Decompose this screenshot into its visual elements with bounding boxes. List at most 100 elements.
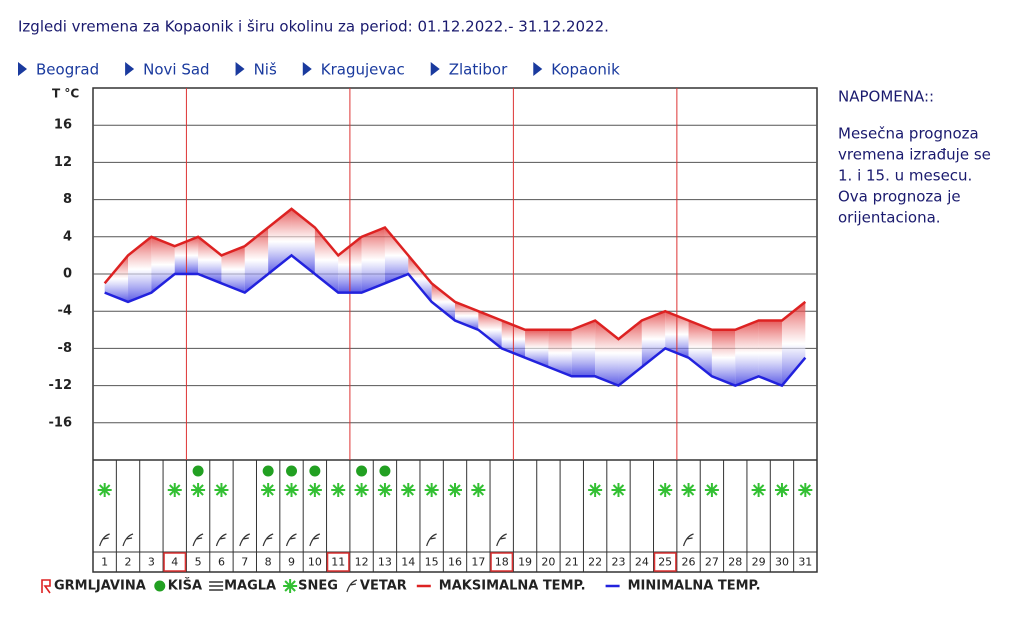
icon-part (402, 484, 414, 496)
nav-link[interactable]: Novi Sad (125, 61, 210, 79)
nav-bar: Beograd Novi Sad Niš Kragujevac Zlatibor Kopa… (18, 61, 620, 79)
nav-link-text[interactable]: Niš (254, 61, 277, 79)
rain-icon (154, 580, 166, 592)
icon-part (355, 484, 368, 496)
temp-band (244, 227, 269, 293)
x-tick-label: 28 (728, 556, 742, 569)
x-tick-label: 23 (611, 556, 625, 569)
icon-part (356, 465, 368, 477)
icon-part (285, 484, 298, 496)
icon-part (192, 533, 204, 547)
snow-icon (261, 483, 276, 497)
icon-part (192, 465, 204, 477)
y-tick-label: 0 (63, 267, 72, 282)
legend-text: MINIMALNA TEMP. (628, 579, 761, 594)
x-tick-label: 21 (565, 556, 579, 569)
x-tick-label: 2 (125, 556, 132, 569)
nav-link[interactable]: Beograd (18, 61, 99, 79)
x-tick-label: 8 (265, 556, 272, 569)
icon-part (239, 533, 251, 547)
rain-icon (262, 465, 274, 477)
icon-part (169, 484, 181, 496)
temp-band (525, 329, 549, 367)
wind-icon (285, 533, 297, 547)
x-tick-label: 6 (218, 556, 225, 569)
icon-part (284, 580, 296, 592)
snow-icon (191, 483, 206, 497)
nav-arrow (302, 62, 312, 76)
wind-icon (122, 533, 134, 547)
snow-icon (97, 483, 112, 497)
x-tick-label: 22 (588, 556, 602, 569)
wind-icon (239, 533, 251, 547)
icon-part (799, 484, 812, 496)
icon-part (332, 484, 344, 496)
icon-part (682, 533, 694, 547)
temp-band (291, 208, 315, 274)
temp-band (384, 227, 409, 284)
y-tick-label: -16 (49, 415, 73, 430)
marked-day-box (326, 552, 350, 572)
x-tick-label: 9 (288, 556, 295, 569)
nav-link-text[interactable]: Kopaonik (551, 61, 620, 79)
snow-icon (611, 483, 626, 497)
marked-day-box (653, 552, 677, 572)
temp-band (571, 320, 596, 377)
x-tick-label: 11 (331, 556, 345, 569)
snow-icon (798, 483, 813, 497)
icon-part (346, 579, 358, 593)
y-tick-label: 8 (63, 192, 72, 207)
x-tick-label: 26 (682, 556, 696, 569)
temp-band (478, 311, 502, 349)
icon-part (262, 465, 274, 477)
x-tick-label: 15 (425, 556, 439, 569)
snow-icon (214, 483, 229, 497)
y-tick-label: 4 (63, 229, 72, 244)
legend-text: GRMLJAVINA (54, 579, 146, 594)
legend-item: GRMLJAVINA (41, 579, 146, 594)
temp-band (781, 301, 806, 386)
icon-part (612, 484, 625, 496)
snow-icon (681, 483, 696, 497)
note-line: Mesečna prognoza (838, 125, 979, 143)
icon-part (682, 484, 695, 496)
legend-item: VETAR (346, 579, 407, 594)
fog-icon (209, 581, 224, 591)
nav-link-text[interactable]: Beograd (36, 61, 99, 79)
note-title: NAPOMENA:: (838, 88, 934, 106)
nav-link-text[interactable]: Kragujevac (321, 61, 405, 79)
wind-icon (346, 579, 358, 593)
temp-band (641, 311, 666, 367)
note-line: Ova prognoza je (838, 188, 961, 206)
temp-band (221, 246, 245, 293)
nav-link-text[interactable]: Zlatibor (449, 61, 508, 79)
x-tick-label: 30 (775, 556, 789, 569)
nav-link-text[interactable]: Novi Sad (143, 61, 209, 79)
x-tick-label: 18 (495, 556, 509, 569)
nav-link[interactable]: Niš (235, 61, 277, 79)
page-title: Izgledi vremena za Kopaonik i širu okoli… (18, 18, 609, 36)
snow-icon (774, 483, 789, 497)
x-tick-label: 16 (448, 556, 462, 569)
x-tick-label: 19 (518, 556, 532, 569)
note-line: vremena izrađuje se (838, 146, 991, 164)
nav-link[interactable]: Zlatibor (430, 61, 508, 79)
temp-band (431, 283, 455, 321)
wind-icon (99, 533, 110, 547)
wind-icon (426, 533, 437, 547)
icon-part (776, 484, 788, 496)
rain-icon (309, 465, 321, 477)
y-tick-label: -12 (49, 378, 73, 393)
note-line: 1. i 15. u mesecu. (838, 167, 972, 185)
nav-link[interactable]: Kragujevac (302, 61, 405, 79)
icon-part (309, 533, 321, 547)
x-tick-label: 24 (635, 556, 649, 569)
x-tick-label: 25 (658, 556, 672, 569)
temp-band (104, 255, 129, 302)
nav-link[interactable]: Kopaonik (533, 61, 620, 79)
x-tick-label: 7 (241, 556, 248, 569)
icon-part (472, 484, 485, 496)
snow-icon (471, 483, 486, 497)
